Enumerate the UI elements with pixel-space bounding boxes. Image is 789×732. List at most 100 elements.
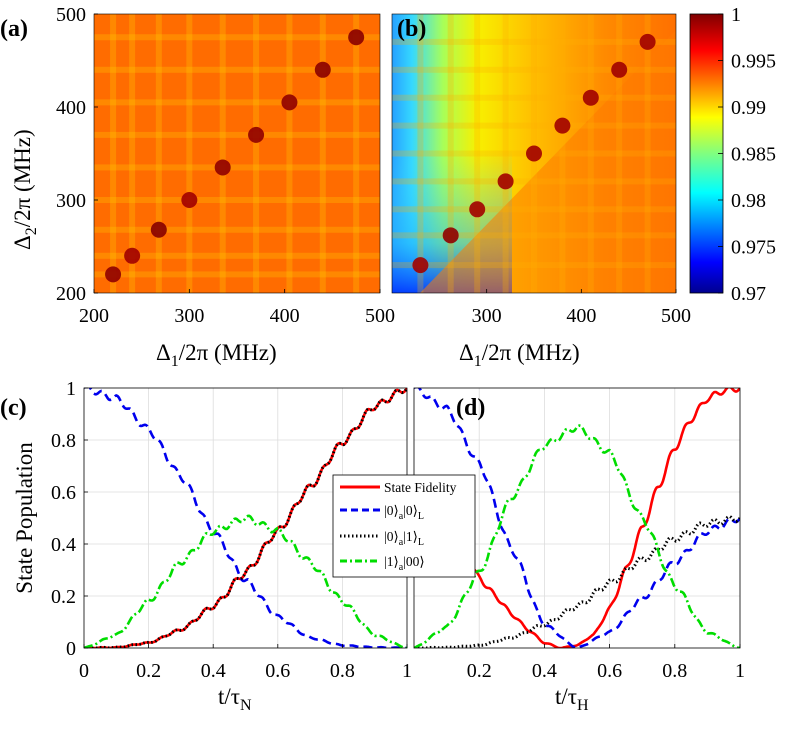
heatmap-a-stripes bbox=[94, 14, 380, 293]
y-tick-label: 400 bbox=[56, 97, 86, 119]
colorbar-tick-label: 0.975 bbox=[731, 237, 776, 259]
colorbar-tick-label: 0.97 bbox=[731, 283, 766, 305]
x-tick-label: 200 bbox=[79, 305, 109, 327]
x-tick-label: 400 bbox=[270, 305, 300, 327]
heatmap-resonance-peak bbox=[181, 192, 198, 208]
panel-d-label: (d) bbox=[456, 395, 485, 421]
heatmap-resonance-peak bbox=[611, 61, 628, 78]
series-line-0 bbox=[468, 388, 740, 648]
heatmap-stripe-v bbox=[616, 14, 623, 293]
heatmap-stripe-h bbox=[94, 66, 380, 73]
heatmap-resonance-peak bbox=[314, 61, 331, 78]
colorbar-tick-label: 0.995 bbox=[731, 51, 776, 73]
colorbar-tick-label: 0.98 bbox=[731, 190, 766, 212]
series-line-0 bbox=[84, 388, 407, 648]
colorbar-tick-label: 0.985 bbox=[731, 144, 776, 166]
heatmap-stripe-v bbox=[155, 14, 162, 293]
heatmap-stripe-v bbox=[587, 14, 594, 293]
heatmap-resonance-peak bbox=[442, 227, 459, 244]
heatmap-stripe-h bbox=[392, 122, 676, 129]
heatmap-resonance-peak bbox=[469, 201, 486, 218]
heatmap-stripe-h bbox=[94, 226, 380, 233]
x-tick-label: 0.2 bbox=[136, 660, 161, 682]
heatmap-resonance-peak bbox=[248, 126, 265, 143]
series-line-3 bbox=[414, 424, 740, 648]
heatmap-stripe-v bbox=[417, 14, 424, 293]
series-line-1 bbox=[84, 388, 407, 648]
series-line-2 bbox=[414, 515, 740, 648]
series-line-1 bbox=[414, 388, 740, 648]
legend-entry-fidelity: State Fidelity bbox=[384, 480, 457, 495]
heatmap-stripe-v bbox=[110, 14, 117, 293]
x-tick-label: 500 bbox=[661, 305, 691, 327]
y-tick-label: 0.6 bbox=[51, 482, 76, 504]
y-tick-label: 300 bbox=[56, 190, 86, 212]
heatmap-a-background bbox=[94, 14, 380, 293]
x-tick-label: 0.2 bbox=[467, 660, 492, 682]
heatmap-stripe-h bbox=[392, 94, 676, 101]
heatmap-stripe-h bbox=[94, 99, 380, 106]
heatmap-resonance-peak bbox=[554, 117, 571, 134]
heatmap-b-resonances bbox=[412, 33, 656, 274]
x-tick-label: 1 bbox=[402, 660, 412, 682]
panel-b-xlabel: Δ1/2π (MHz) bbox=[459, 340, 580, 370]
legend-entry-00: |0⟩a|0⟩L bbox=[384, 503, 424, 522]
heatmap-stripe-h bbox=[392, 38, 676, 45]
x-tick-label: 1 bbox=[735, 660, 745, 682]
heatmap-a-resonances bbox=[105, 29, 365, 283]
heatmap-stripe-v bbox=[186, 14, 193, 293]
heatmap-resonance-peak bbox=[124, 247, 141, 264]
heatmap-b-lower-triangle bbox=[420, 30, 676, 293]
heatmap-stripe-v bbox=[502, 14, 509, 293]
heatmap-stripe-h bbox=[94, 131, 380, 138]
heatmap-stripe-h bbox=[94, 197, 380, 203]
y-tick-label: 1 bbox=[66, 378, 76, 400]
x-tick-label: 0.4 bbox=[532, 660, 557, 682]
y-tick-label: 0.4 bbox=[51, 534, 76, 556]
colorbar: 1 0.995 0.99 0.985 0.98 0.975 0.97 bbox=[689, 4, 776, 305]
heatmap-resonance-peak bbox=[526, 145, 542, 162]
heatmap-stripe-v bbox=[129, 14, 136, 293]
heatmap-resonance-peak bbox=[412, 257, 429, 274]
panel-c-label: (c) bbox=[0, 395, 27, 421]
panel-b-label: (b) bbox=[397, 16, 426, 42]
heatmap-resonance-peak bbox=[582, 89, 599, 106]
heatmap-stripe-v bbox=[219, 14, 226, 293]
colorbar-tick-label: 1 bbox=[731, 4, 741, 26]
x-tick-label: 0 bbox=[79, 660, 89, 682]
panel-c-xlabel: t/τN bbox=[218, 684, 252, 714]
heatmap-resonance-peak bbox=[105, 266, 122, 283]
y-tick-label: 200 bbox=[56, 283, 86, 305]
heatmap-resonance-peak bbox=[639, 33, 656, 50]
panel-a-xlabel: Δ1/2π (MHz) bbox=[156, 340, 277, 370]
x-tick-label: 0.4 bbox=[201, 660, 226, 682]
heatmap-resonance-peak bbox=[497, 173, 514, 190]
y-tick-label: 0.2 bbox=[51, 586, 76, 608]
colorbar-tick-label: 0.99 bbox=[731, 97, 766, 119]
panel-b: 300 400 500 bbox=[391, 13, 691, 327]
legend: State Fidelity |0⟩a|0⟩L |0⟩a|1⟩L |1⟩a|00… bbox=[332, 474, 476, 578]
x-tick-label: 300 bbox=[174, 305, 204, 327]
panel-a: 200 300 400 500 200 300 400 500 bbox=[56, 4, 395, 327]
heatmap-stripe-h bbox=[392, 66, 676, 73]
heatmap-stripe-v bbox=[474, 14, 481, 293]
heatmap-stripe-h bbox=[94, 271, 380, 278]
heatmap-stripe-v bbox=[447, 14, 454, 293]
heatmap-stripe-v bbox=[319, 14, 326, 293]
panel-c-ylabel: State Population bbox=[12, 442, 37, 594]
heatmap-resonance-peak bbox=[281, 94, 298, 111]
y-tick-label: 0.8 bbox=[51, 430, 76, 452]
heatmap-stripe-h bbox=[392, 206, 676, 213]
heatmap-stripe-v bbox=[286, 14, 293, 293]
y-tick-label: 500 bbox=[56, 4, 86, 26]
legend-entry-1-00: |1⟩a|00⟩ bbox=[384, 554, 425, 573]
panel-a-ylabel: Δ2/2π (MHz) bbox=[10, 129, 40, 250]
x-tick-label: 500 bbox=[365, 305, 395, 327]
x-tick-label: 0.8 bbox=[330, 660, 355, 682]
x-tick-label: 0.8 bbox=[662, 660, 687, 682]
heatmap-stripe-v bbox=[353, 14, 360, 293]
x-tick-label: 400 bbox=[566, 305, 596, 327]
x-tick-label: 300 bbox=[472, 305, 502, 327]
heatmap-resonance-peak bbox=[348, 29, 365, 46]
y-tick-label: 0 bbox=[66, 638, 76, 660]
